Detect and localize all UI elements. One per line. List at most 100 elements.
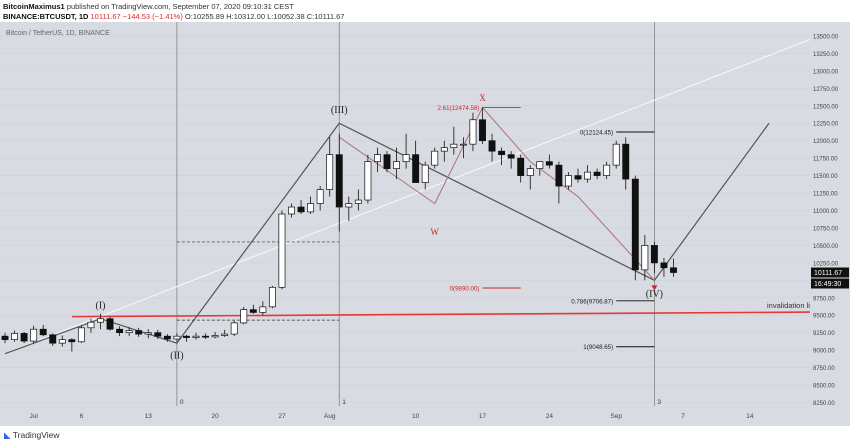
fib-level-label: 0.786(9706.87) bbox=[571, 298, 613, 305]
candle-body bbox=[374, 154, 381, 162]
candle-body bbox=[106, 318, 114, 330]
candle bbox=[202, 333, 209, 339]
x-tick-label: 6 bbox=[80, 413, 84, 420]
timer-badge-text: 16:49:30 bbox=[814, 281, 841, 288]
candle bbox=[555, 161, 563, 204]
y-tick-label: 12500.00 bbox=[813, 104, 839, 110]
candle-body bbox=[354, 199, 362, 204]
candle bbox=[249, 304, 257, 314]
candle bbox=[431, 147, 439, 169]
candle-body bbox=[612, 143, 620, 166]
close-value: C:10111.67 bbox=[306, 12, 345, 21]
y-tick-label: 9000.00 bbox=[813, 349, 835, 355]
candle-body bbox=[469, 119, 477, 145]
candle bbox=[450, 126, 458, 155]
candle bbox=[173, 333, 181, 342]
price-change: −144.53 (−1.41%) bbox=[122, 12, 183, 21]
wave-label: (III) bbox=[331, 105, 348, 116]
candle-body bbox=[68, 339, 76, 343]
candle bbox=[631, 175, 639, 281]
y-tick-label: 12250.00 bbox=[813, 122, 839, 128]
candle bbox=[584, 165, 592, 183]
footer: ◣ TradingView bbox=[0, 426, 850, 446]
candle-body bbox=[641, 245, 649, 271]
candle-body bbox=[249, 309, 257, 313]
candle-body bbox=[11, 333, 18, 341]
candle bbox=[354, 189, 362, 211]
candle-body bbox=[650, 245, 658, 264]
candle bbox=[68, 338, 76, 352]
candle bbox=[154, 329, 162, 339]
candle-body bbox=[144, 332, 152, 335]
candle-body bbox=[58, 339, 66, 344]
candle bbox=[650, 241, 658, 274]
open-value: O:10255.89 bbox=[184, 12, 225, 21]
candle-body bbox=[536, 161, 544, 169]
candle-body bbox=[488, 140, 496, 152]
candle bbox=[412, 140, 420, 183]
candle bbox=[364, 154, 372, 204]
y-tick-label: 13250.00 bbox=[813, 52, 839, 58]
candle bbox=[326, 137, 334, 197]
y-tick-label: 11750.00 bbox=[813, 157, 838, 163]
candle bbox=[106, 316, 114, 331]
candle bbox=[603, 161, 611, 180]
vertical-marker-label: 0 bbox=[180, 399, 184, 406]
candle-body bbox=[230, 322, 238, 335]
elliott-wave-line bbox=[4, 122, 770, 355]
candle bbox=[211, 331, 219, 339]
candle-body bbox=[183, 335, 190, 338]
candle-body bbox=[135, 330, 143, 335]
y-tick-label: 8250.00 bbox=[813, 401, 835, 407]
x-tick-label: Sep bbox=[610, 413, 622, 420]
candle bbox=[49, 333, 57, 346]
candle bbox=[230, 320, 238, 337]
candle bbox=[374, 147, 381, 173]
tradingview-logo[interactable]: ◣ TradingView bbox=[4, 430, 60, 441]
candle-body bbox=[345, 203, 353, 208]
candle bbox=[383, 151, 391, 173]
wave-label: (II) bbox=[170, 351, 183, 362]
price-badge-text: 10111.67 bbox=[814, 270, 842, 277]
y-tick-label: 13500.00 bbox=[813, 34, 839, 40]
candle-body bbox=[192, 335, 200, 338]
symbol-label: BINANCE:BTCUSDT, 1D bbox=[3, 12, 89, 21]
candle-body bbox=[593, 171, 601, 176]
candle bbox=[307, 196, 315, 214]
candle bbox=[670, 258, 677, 277]
candle bbox=[192, 332, 200, 340]
y-tick-label: 8750.00 bbox=[813, 366, 835, 372]
x-tick-label: 20 bbox=[211, 413, 219, 420]
candle-body bbox=[221, 333, 229, 336]
candle bbox=[268, 285, 276, 309]
candle bbox=[20, 331, 28, 344]
tradingview-brand: TradingView bbox=[12, 430, 60, 440]
candle bbox=[144, 329, 152, 339]
candle-body bbox=[154, 332, 162, 337]
publisher-name[interactable]: BitcoinMaximus1 bbox=[3, 2, 65, 11]
candle bbox=[183, 334, 190, 342]
candle-body bbox=[316, 189, 324, 204]
candle bbox=[58, 335, 66, 347]
x-tick-label: 7 bbox=[681, 413, 685, 420]
candle-body bbox=[259, 306, 267, 313]
wave-label: X bbox=[479, 93, 486, 103]
candle-body bbox=[39, 328, 47, 336]
candle-body bbox=[278, 213, 286, 288]
invalidation-line bbox=[71, 311, 811, 318]
fib-level-label: 0(12124.45) bbox=[580, 130, 613, 137]
last-price: 10111.67 bbox=[90, 12, 121, 21]
publish-line: BitcoinMaximus1 published on TradingView… bbox=[3, 2, 294, 11]
candle bbox=[440, 140, 448, 162]
candle bbox=[30, 325, 38, 344]
candle bbox=[526, 165, 534, 190]
low-value: L:10052.38 bbox=[267, 12, 305, 21]
candle bbox=[507, 151, 515, 169]
x-tick-label: 14 bbox=[746, 413, 754, 420]
candle bbox=[288, 203, 295, 218]
candle bbox=[517, 154, 525, 183]
candle bbox=[116, 326, 124, 337]
candle bbox=[11, 330, 18, 342]
fib-level-label: 2.61(12474.58) bbox=[438, 105, 480, 112]
